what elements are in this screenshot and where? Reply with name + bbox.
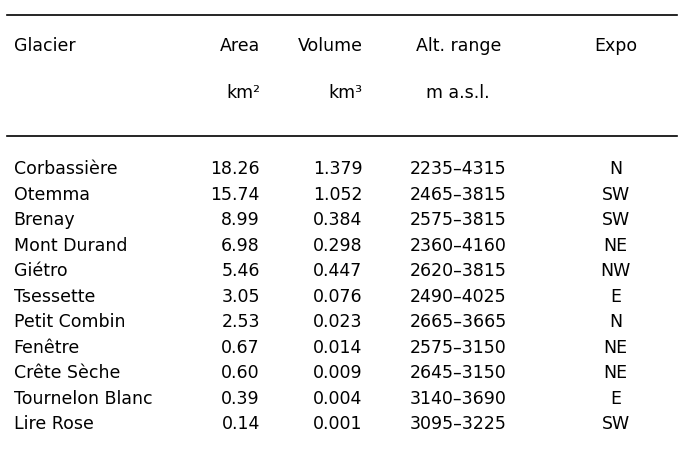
- Text: 0.004: 0.004: [313, 389, 363, 407]
- Text: E: E: [610, 389, 621, 407]
- Text: 0.001: 0.001: [313, 414, 363, 432]
- Text: 3.05: 3.05: [222, 287, 260, 305]
- Text: Corbassière: Corbassière: [14, 160, 117, 178]
- Text: NW: NW: [601, 262, 631, 280]
- Text: 0.67: 0.67: [222, 338, 260, 356]
- Text: Expo: Expo: [594, 37, 637, 55]
- Text: 2490–4025: 2490–4025: [410, 287, 507, 305]
- Text: m a.s.l.: m a.s.l.: [426, 83, 490, 101]
- Text: 0.447: 0.447: [313, 262, 363, 280]
- Text: 18.26: 18.26: [210, 160, 260, 178]
- Text: Tsessette: Tsessette: [14, 287, 95, 305]
- Text: 8.99: 8.99: [221, 211, 260, 229]
- Text: 0.076: 0.076: [313, 287, 363, 305]
- Text: 2465–3815: 2465–3815: [410, 185, 507, 203]
- Text: 1.379: 1.379: [313, 160, 363, 178]
- Text: 1.052: 1.052: [313, 185, 363, 203]
- Text: 3095–3225: 3095–3225: [410, 414, 507, 432]
- Text: 0.384: 0.384: [313, 211, 363, 229]
- Text: 0.14: 0.14: [222, 414, 260, 432]
- Text: Otemma: Otemma: [14, 185, 90, 203]
- Text: Petit Combin: Petit Combin: [14, 313, 125, 331]
- Text: 3140–3690: 3140–3690: [410, 389, 507, 407]
- Text: Area: Area: [220, 37, 260, 55]
- Text: 2575–3150: 2575–3150: [410, 338, 507, 356]
- Text: 0.298: 0.298: [313, 236, 363, 254]
- Text: 6.98: 6.98: [221, 236, 260, 254]
- Text: Brenay: Brenay: [14, 211, 75, 229]
- Text: SW: SW: [601, 211, 630, 229]
- Text: 2235–4315: 2235–4315: [410, 160, 507, 178]
- Text: SW: SW: [601, 414, 630, 432]
- Text: N: N: [609, 313, 622, 331]
- Text: E: E: [610, 287, 621, 305]
- Text: Crête Sèche: Crête Sèche: [14, 363, 120, 382]
- Text: Glacier: Glacier: [14, 37, 75, 55]
- Text: 2665–3665: 2665–3665: [410, 313, 507, 331]
- Text: Mont Durand: Mont Durand: [14, 236, 127, 254]
- Text: Tournelon Blanc: Tournelon Blanc: [14, 389, 153, 407]
- Text: Lire Rose: Lire Rose: [14, 414, 94, 432]
- Text: SW: SW: [601, 185, 630, 203]
- Text: NE: NE: [603, 338, 628, 356]
- Text: Fenêtre: Fenêtre: [14, 338, 80, 356]
- Text: km²: km²: [226, 83, 260, 101]
- Text: 0.014: 0.014: [313, 338, 363, 356]
- Text: NE: NE: [603, 236, 628, 254]
- Text: 0.009: 0.009: [313, 363, 363, 382]
- Text: 2620–3815: 2620–3815: [410, 262, 507, 280]
- Text: 2.53: 2.53: [222, 313, 260, 331]
- Text: 2645–3150: 2645–3150: [410, 363, 507, 382]
- Text: km³: km³: [328, 83, 363, 101]
- Text: 2360–4160: 2360–4160: [410, 236, 507, 254]
- Text: 0.39: 0.39: [222, 389, 260, 407]
- Text: Volume: Volume: [298, 37, 363, 55]
- Text: 2575–3815: 2575–3815: [410, 211, 507, 229]
- Text: NE: NE: [603, 363, 628, 382]
- Text: Giétro: Giétro: [14, 262, 67, 280]
- Text: 0.60: 0.60: [222, 363, 260, 382]
- Text: 0.023: 0.023: [313, 313, 363, 331]
- Text: N: N: [609, 160, 622, 178]
- Text: Alt. range: Alt. range: [416, 37, 501, 55]
- Text: 15.74: 15.74: [211, 185, 260, 203]
- Text: 5.46: 5.46: [222, 262, 260, 280]
